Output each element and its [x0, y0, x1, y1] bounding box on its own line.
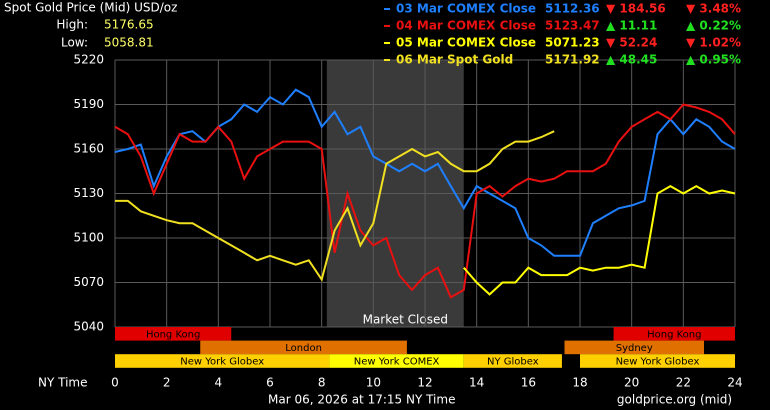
x-tick-label: 16	[521, 376, 536, 390]
legend-change: ▼ 184.56	[606, 2, 666, 16]
series-line	[463, 184, 736, 296]
session-label: Hong Kong	[647, 330, 701, 341]
legend-name: 05 Mar COMEX Close	[396, 36, 536, 50]
session-bar	[463, 354, 562, 368]
high-value: 5176.65	[104, 18, 154, 32]
y-tick-label: 5130	[73, 186, 104, 200]
session-label: New York COMEX	[354, 357, 440, 368]
session-bar	[580, 354, 735, 368]
legend-close: 5071.23	[545, 36, 600, 50]
x-tick-label: 18	[572, 376, 587, 390]
session-label: NY Globex	[487, 357, 539, 368]
session-label: Hong Kong	[146, 330, 200, 341]
legend-change: ▲ 48.45	[606, 53, 657, 67]
session-label: New York Globex	[180, 357, 264, 368]
legend-change: ▲ 11.11	[606, 19, 657, 33]
x-tick-label: 20	[624, 376, 639, 390]
market-closed-label: Market Closed	[363, 313, 448, 327]
session-bar	[115, 354, 330, 368]
high-label: High:	[56, 18, 88, 32]
series-line	[115, 130, 555, 282]
low-label: Low:	[61, 36, 88, 50]
legend-name: 03 Mar COMEX Close	[396, 2, 536, 16]
session-label: New York Globex	[616, 357, 700, 368]
legend-close: 5123.47	[545, 19, 600, 33]
x-tick-label: 8	[318, 376, 326, 390]
y-tick-label: 5160	[73, 142, 104, 156]
legend-pct: ▼ 3.48%	[686, 2, 741, 16]
legend-close: 5112.36	[545, 2, 600, 16]
session-bar	[564, 340, 704, 355]
series-line	[114, 103, 736, 299]
legend-pct: ▲ 0.22%	[686, 19, 741, 33]
legend-name: 04 Mar COMEX Close	[396, 19, 536, 33]
legend-pct: ▲ 0.95%	[686, 53, 741, 67]
footer-left: Mar 06, 2026 at 17:15 NY Time	[268, 393, 455, 407]
session-bar	[329, 354, 464, 368]
x-tick-label: 10	[366, 376, 381, 390]
x-tick-label: 2	[163, 376, 171, 390]
y-tick-label: 5100	[73, 231, 104, 245]
x-tick-label: 22	[676, 376, 691, 390]
x-axis-label: NY Time	[38, 376, 88, 390]
legend-pct: ▼ 1.02%	[686, 36, 741, 50]
x-tick-label: 14	[469, 376, 484, 390]
x-tick-label: 12	[417, 376, 432, 390]
session-label: Sydney	[616, 343, 653, 354]
session-bar	[200, 340, 407, 355]
legend-change: ▼ 52.24	[606, 36, 657, 50]
legend-close: 5171.92	[545, 53, 600, 67]
x-tick-label: 4	[215, 376, 223, 390]
y-tick-label: 5040	[73, 320, 104, 334]
legend-name: 06 Mar Spot Gold	[396, 53, 513, 67]
x-tick-label: 0	[111, 376, 119, 390]
low-value: 5058.81	[104, 36, 154, 50]
session-label: London	[285, 343, 322, 354]
session-bar	[613, 327, 735, 341]
chart-title: Spot Gold Price (Mid) USD/oz	[4, 1, 177, 15]
footer-right: goldprice.org (mid)	[617, 393, 732, 407]
y-tick-label: 5220	[73, 53, 104, 67]
x-tick-label: 6	[266, 376, 274, 390]
y-tick-label: 5190	[73, 97, 104, 111]
session-bar	[115, 327, 232, 341]
y-tick-label: 5070	[73, 275, 104, 289]
x-tick-label: 24	[727, 376, 742, 390]
